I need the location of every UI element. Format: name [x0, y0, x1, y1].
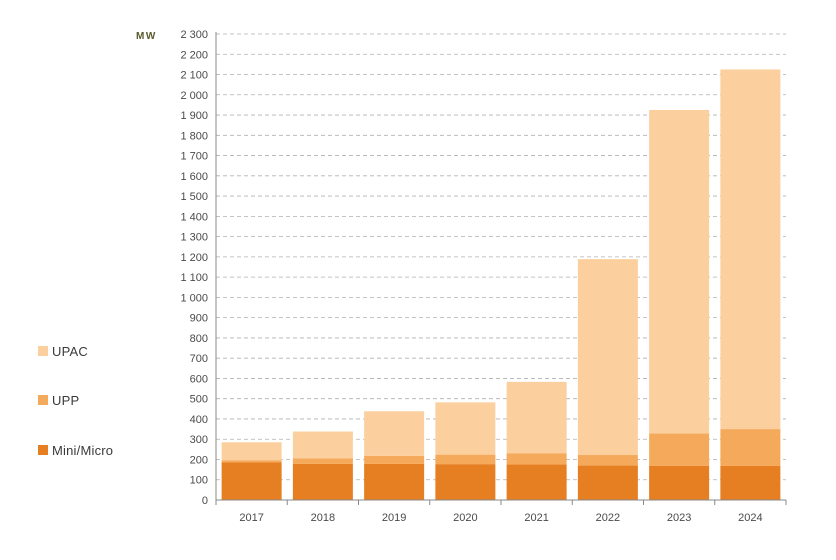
x-tick-label: 2024 — [738, 512, 762, 524]
x-tick-label: 2020 — [453, 512, 477, 524]
y-tick-labels: 0 100 200 300 400 500 600 700 800 900 1 000 1 100 1 … — [180, 29, 208, 507]
legend-swatch-upac — [38, 346, 48, 356]
bar-mini-micro-2019 — [364, 463, 425, 500]
y-tick-label: 600 — [190, 373, 208, 385]
y-tick-label: 1 300 — [180, 232, 208, 244]
bar-upac-2021 — [506, 381, 567, 454]
bar-mini-micro-2021 — [506, 464, 567, 500]
legend-label-mini-micro: Mini/Micro — [52, 442, 114, 458]
y-tick-label: 1 000 — [180, 292, 208, 304]
y-tick-label: 1 200 — [180, 252, 208, 264]
y-tick-label: 0 — [202, 495, 208, 507]
y-tick-label: 100 — [190, 475, 208, 487]
bar-upac-2022 — [577, 259, 638, 456]
x-tick-label: 2022 — [596, 512, 620, 524]
bar-upp-2023 — [649, 433, 710, 466]
bar-upac-2024 — [720, 69, 781, 430]
y-tick-label: 1 100 — [180, 272, 208, 284]
legend-item-upp: UPP — [38, 392, 79, 408]
legend-swatch-mini-micro — [38, 445, 48, 455]
bar-upp-2019 — [364, 455, 425, 464]
bar-mini-micro-2024 — [720, 465, 781, 500]
bar-mini-micro-2022 — [577, 465, 638, 500]
bar-upac-2017 — [221, 442, 282, 461]
bar-mini-micro-2018 — [292, 463, 353, 500]
y-tick-label: 900 — [190, 313, 208, 325]
bar-upac-2019 — [364, 411, 425, 456]
legend-item-mini-micro: Mini/Micro — [38, 442, 113, 458]
legend-item-upac: UPAC — [38, 343, 88, 359]
bar-upac-2018 — [292, 431, 353, 459]
y-axis-label: MW — [136, 31, 157, 42]
x-tick-label: 2021 — [524, 512, 548, 524]
x-tick-labels: 2017 2018 2019 2020 2021 2022 2023 2024 — [239, 512, 762, 524]
legend-label-upp: UPP — [52, 392, 80, 408]
y-tick-label: 2 300 — [180, 29, 208, 41]
y-tick-label: 2 100 — [180, 70, 208, 82]
x-tick-label: 2018 — [311, 512, 335, 524]
bar-mini-micro-2020 — [435, 464, 496, 500]
y-tick-label: 1 500 — [180, 191, 208, 203]
y-tick-label: 700 — [190, 353, 208, 365]
y-tick-label: 1 600 — [180, 171, 208, 183]
y-tick-label: 300 — [190, 434, 208, 446]
y-tick-label: 200 — [190, 454, 208, 466]
bar-upp-2018 — [292, 458, 353, 464]
y-tick-label: 400 — [190, 414, 208, 426]
bar-upp-2024 — [720, 429, 781, 466]
y-tick-label: 1 700 — [180, 151, 208, 163]
y-tick-label: 1 800 — [180, 130, 208, 142]
gridlines — [216, 33, 786, 481]
bar-upac-2023 — [649, 109, 710, 434]
y-tick-label: 1 400 — [180, 211, 208, 223]
y-tick-label: 2 000 — [180, 90, 208, 102]
legend-label-upac: UPAC — [52, 343, 88, 359]
x-tick-label: 2017 — [239, 512, 263, 524]
bars — [221, 69, 781, 500]
bar-mini-micro-2023 — [649, 465, 710, 500]
bar-mini-micro-2017 — [221, 462, 282, 500]
y-tick-label: 1 900 — [180, 110, 208, 122]
bar-upp-2021 — [506, 453, 567, 465]
x-tick-label: 2019 — [382, 512, 406, 524]
x-tick-label: 2023 — [667, 512, 691, 524]
bar-upp-2020 — [435, 454, 496, 465]
y-tick-label: 2 200 — [180, 49, 208, 61]
bar-upp-2022 — [577, 455, 638, 466]
axes — [215, 32, 787, 505]
bar-upac-2020 — [435, 402, 496, 455]
y-tick-label: 800 — [190, 333, 208, 345]
y-tick-label: 500 — [190, 394, 208, 406]
bar-upp-2017 — [221, 460, 282, 463]
legend-swatch-upp — [38, 395, 48, 405]
